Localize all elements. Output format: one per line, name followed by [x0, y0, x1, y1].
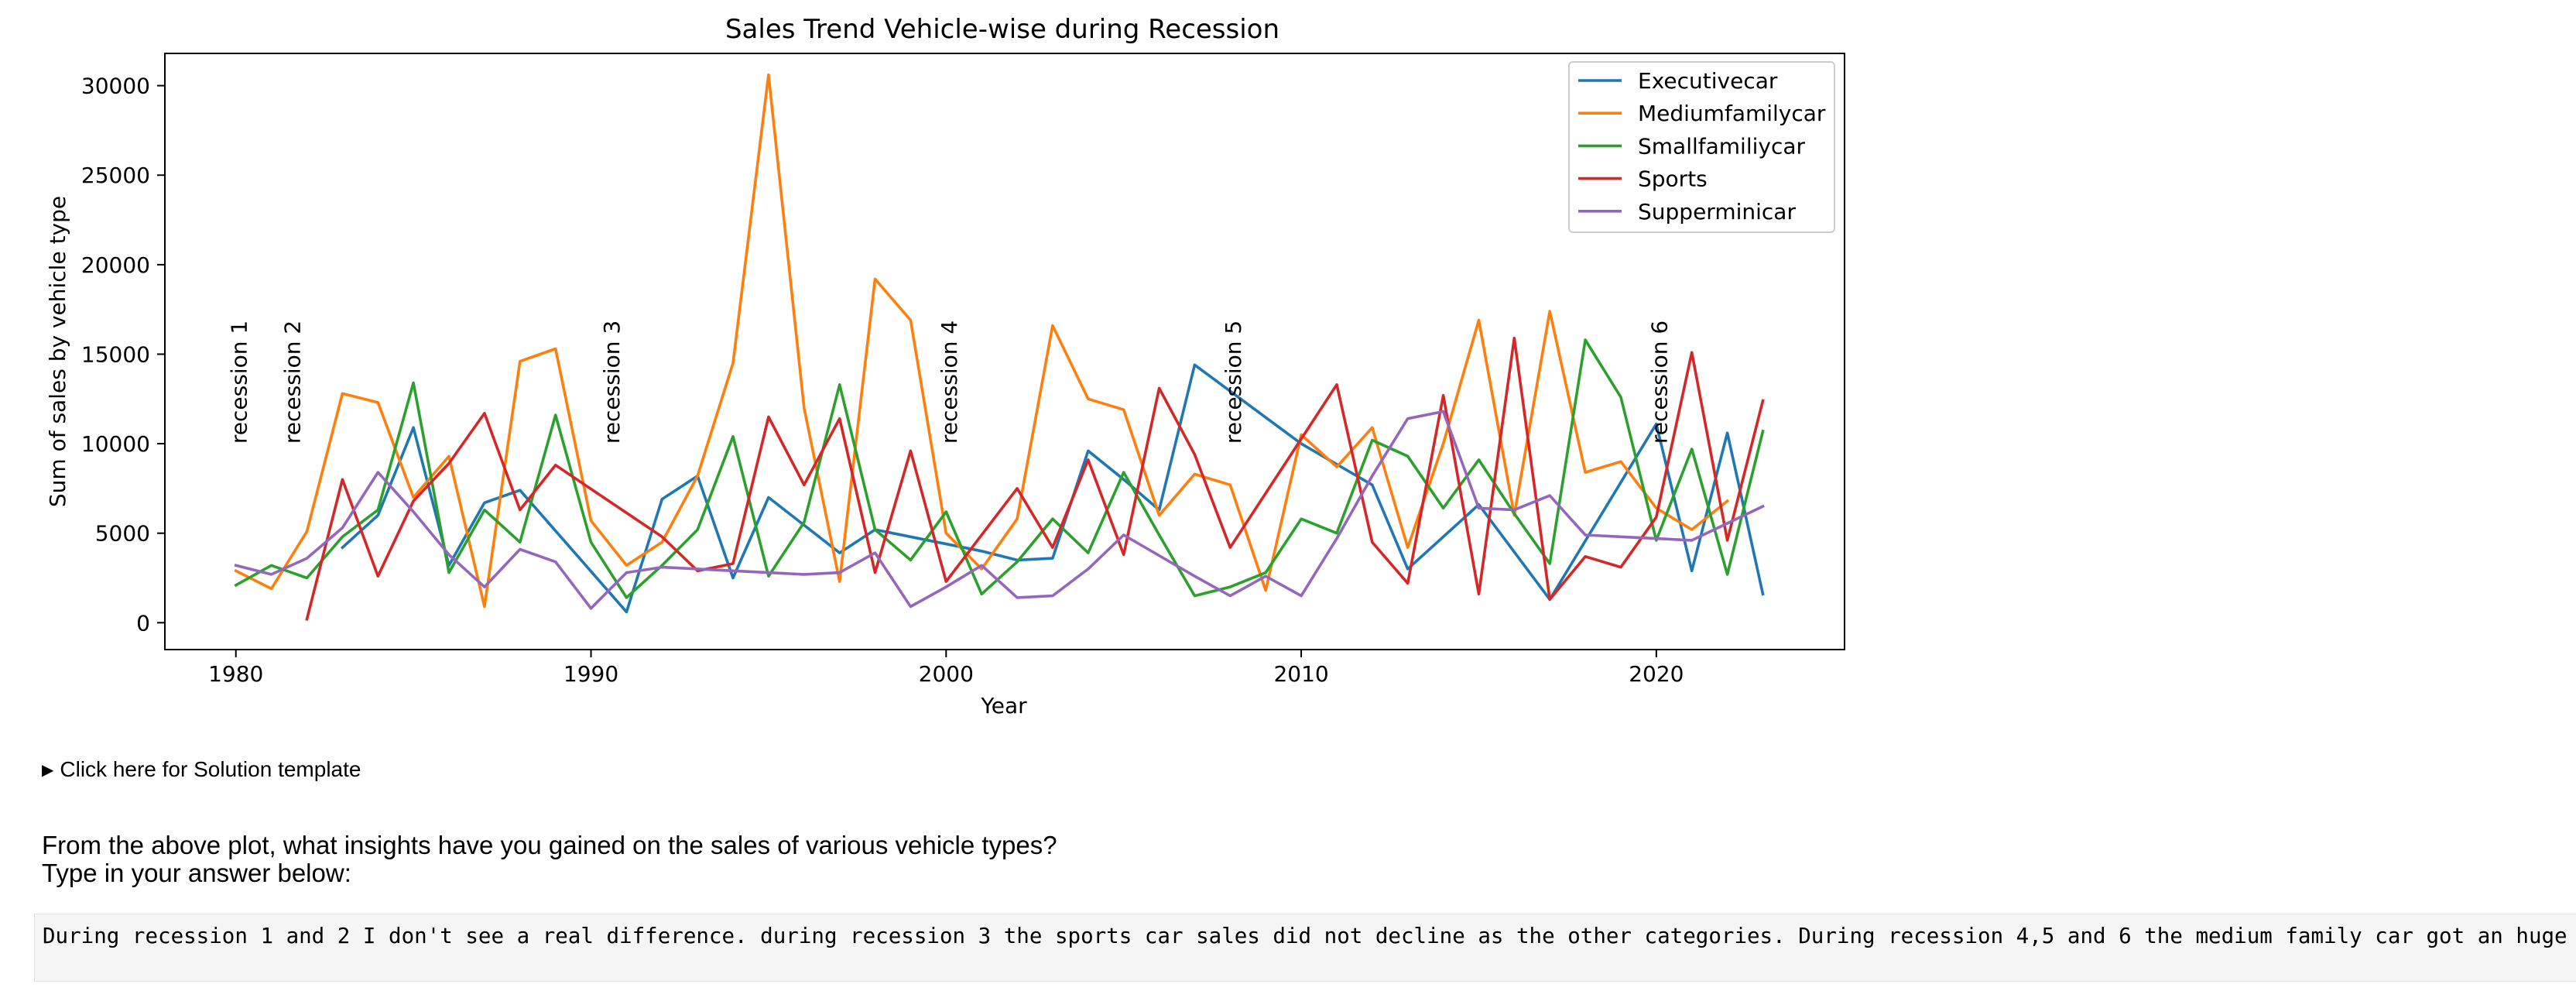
y-axis: 0 5000 10000 15000 20000 25000 30000: [81, 74, 165, 636]
legend-label: Smallfamiliycar: [1638, 133, 1806, 159]
y-tick-label: 0: [136, 610, 150, 636]
series-lines: [234, 73, 1765, 621]
question-line: From the above plot, what insights have …: [42, 831, 1057, 859]
disclosure-triangle-icon: ▶: [42, 762, 54, 779]
legend-label: Mediumfamilycar: [1638, 101, 1826, 126]
series-line-supperminicar: [234, 410, 1765, 610]
legend-label: Executivecar: [1638, 68, 1778, 94]
legend-label: Supperminicar: [1638, 199, 1796, 225]
answer-instruction: Type in your answer below:: [42, 859, 351, 887]
x-tick-label: 2010: [1273, 661, 1328, 687]
y-tick-label: 30000: [81, 74, 150, 99]
y-tick-label: 25000: [81, 163, 150, 188]
recession-label: recession 6: [1647, 321, 1673, 444]
sales-trend-chart: Sales Trend Vehicle-wise during Recessio…: [45, 14, 1845, 718]
legend-label: Sports: [1638, 166, 1708, 192]
recession-label: recession 1: [227, 321, 252, 444]
y-tick-label: 5000: [95, 521, 150, 547]
y-axis-label: Sum of sales by vehicle type: [45, 196, 70, 507]
x-tick-label: 2020: [1629, 661, 1684, 687]
series-line-sports: [305, 336, 1765, 621]
answer-cell[interactable]: During recession 1 and 2 I don't see a r…: [34, 914, 2576, 982]
solution-template-toggle[interactable]: ▶ Click here for Solution template: [42, 757, 361, 782]
solution-template-label: Click here for Solution template: [60, 757, 361, 781]
x-tick-label: 2000: [919, 661, 974, 687]
series-line-smallfamiliycar: [234, 338, 1765, 599]
legend-box: [1568, 61, 1835, 233]
recession-label: recession 2: [279, 321, 305, 444]
chart-title: Sales Trend Vehicle-wise during Recessio…: [725, 14, 1279, 45]
question-prompt: From the above plot, what insights have …: [42, 832, 1057, 887]
x-axis: 1980 1990 2000 2010 2020: [208, 650, 1684, 687]
y-tick-label: 10000: [81, 431, 150, 457]
x-axis-label: Year: [980, 693, 1027, 718]
recession-label: recession 3: [599, 321, 625, 444]
y-tick-label: 20000: [81, 252, 150, 278]
recession-label: recession 4: [937, 321, 962, 444]
plot-frame: [164, 53, 1845, 650]
recession-annotations: recession 1 recession 2 recession 3 recessi…: [227, 321, 1673, 444]
series-line-executivecar: [340, 363, 1765, 614]
y-tick-label: 15000: [81, 341, 150, 367]
x-tick-label: 1990: [564, 661, 618, 687]
legend: Executivecar Mediumfamilycar Smallfamiliyc…: [1568, 61, 1835, 233]
recession-label: recession 5: [1221, 321, 1246, 444]
series-line-mediumfamilycar: [234, 73, 1730, 609]
x-tick-label: 1980: [208, 661, 263, 687]
